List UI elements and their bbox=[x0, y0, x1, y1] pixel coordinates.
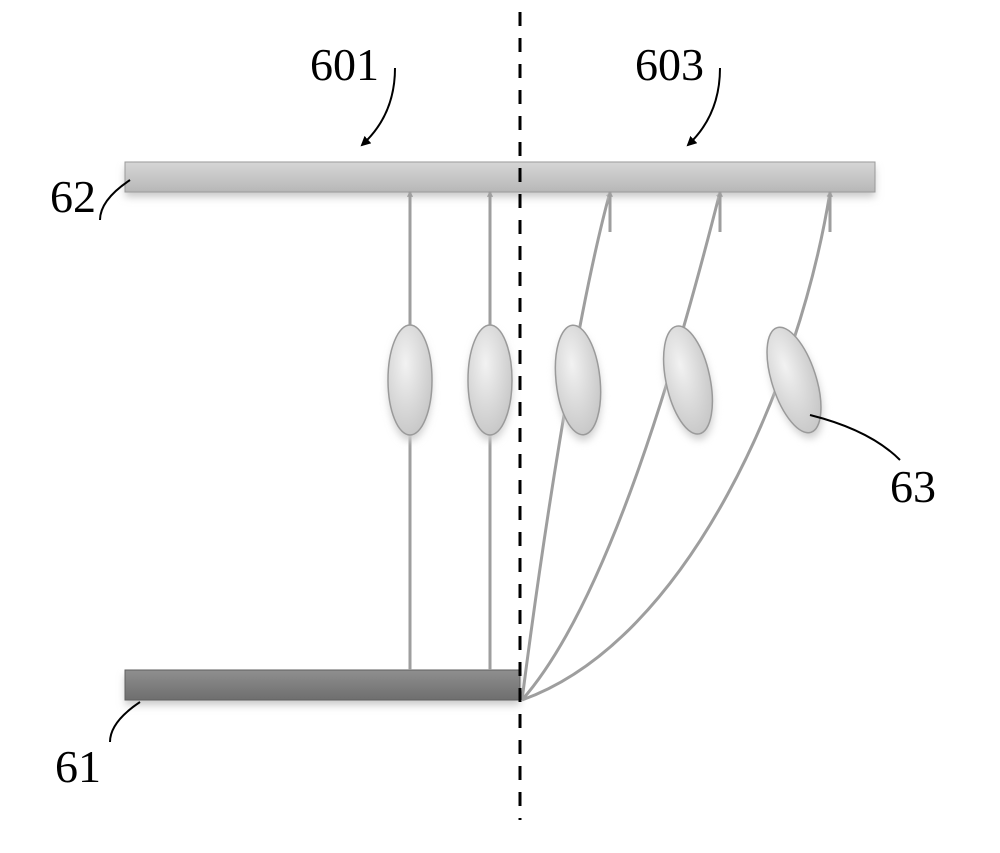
label-61: 61 bbox=[55, 740, 101, 793]
label-63: 63 bbox=[890, 460, 936, 513]
label-601: 601 bbox=[310, 38, 379, 91]
label-62: 62 bbox=[50, 170, 96, 223]
diagram-stage: 601 603 62 63 61 bbox=[0, 0, 1000, 853]
diagram-svg bbox=[0, 0, 1000, 853]
label-603: 603 bbox=[635, 38, 704, 91]
